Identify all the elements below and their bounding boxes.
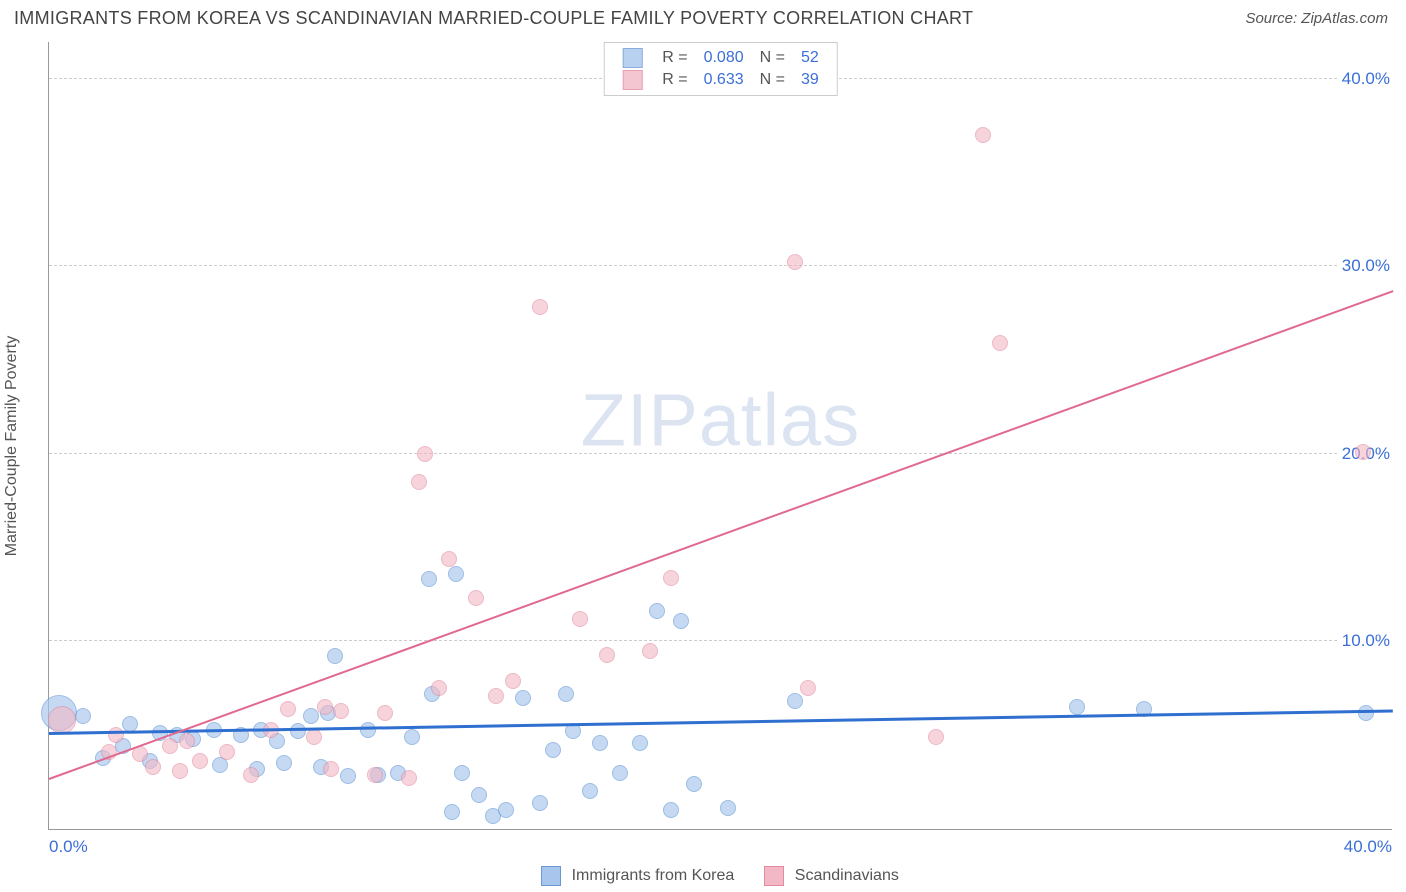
data-point (444, 804, 460, 820)
data-point (448, 566, 464, 582)
data-point (545, 742, 561, 758)
data-point (663, 570, 679, 586)
data-point (505, 673, 521, 689)
data-point (1069, 699, 1085, 715)
x-tick-label: 40.0% (1344, 837, 1392, 857)
legend-label: Scandinavians (795, 867, 899, 884)
data-point (162, 738, 178, 754)
data-point (572, 611, 588, 627)
data-point (404, 729, 420, 745)
data-point (179, 733, 195, 749)
swatch-icon (541, 866, 561, 886)
data-point (787, 254, 803, 270)
data-point (488, 688, 504, 704)
data-point (280, 701, 296, 717)
data-point (401, 770, 417, 786)
data-point (515, 690, 531, 706)
data-point (317, 699, 333, 715)
data-point (928, 729, 944, 745)
data-point (532, 795, 548, 811)
legend-top: R =0.080N =52R =0.633N =39 (603, 42, 838, 96)
data-point (377, 705, 393, 721)
data-point (431, 680, 447, 696)
legend-item-korea: Immigrants from Korea (541, 866, 734, 886)
data-point (340, 768, 356, 784)
data-point (686, 776, 702, 792)
data-point (290, 723, 306, 739)
data-point (532, 299, 548, 315)
data-point (471, 787, 487, 803)
data-point (367, 767, 383, 783)
data-point (327, 648, 343, 664)
data-point (498, 802, 514, 818)
data-point (306, 729, 322, 745)
data-point (122, 716, 138, 732)
data-point (582, 783, 598, 799)
data-point (673, 613, 689, 629)
data-point (333, 703, 349, 719)
watermark: ZIPatlas (581, 377, 860, 462)
data-point (642, 643, 658, 659)
data-point (243, 767, 259, 783)
data-point (145, 759, 161, 775)
x-tick-label: 0.0% (49, 837, 88, 857)
data-point (592, 735, 608, 751)
data-point (108, 727, 124, 743)
data-point (323, 761, 339, 777)
data-point (612, 765, 628, 781)
data-point (411, 474, 427, 490)
legend-label: Immigrants from Korea (572, 867, 735, 884)
data-point (192, 753, 208, 769)
data-point (992, 335, 1008, 351)
data-point (632, 735, 648, 751)
chart-title: IMMIGRANTS FROM KOREA VS SCANDINAVIAN MA… (14, 8, 973, 29)
trendline (49, 710, 1393, 736)
trendline (49, 290, 1394, 780)
data-point (421, 571, 437, 587)
data-point (663, 802, 679, 818)
data-point (468, 590, 484, 606)
data-point (800, 680, 816, 696)
legend-item-scandinavian: Scandinavians (764, 866, 899, 886)
data-point (720, 800, 736, 816)
data-point (975, 127, 991, 143)
y-tick-label: 10.0% (1338, 631, 1394, 651)
y-tick-label: 30.0% (1338, 256, 1394, 276)
y-tick-label: 40.0% (1338, 69, 1394, 89)
data-point (649, 603, 665, 619)
data-point (219, 744, 235, 760)
gridline (49, 265, 1392, 266)
chart-plot-area: ZIPatlas 10.0%20.0%30.0%40.0%0.0%40.0%R … (48, 42, 1392, 830)
data-point (454, 765, 470, 781)
swatch-icon (764, 866, 784, 886)
data-point (441, 551, 457, 567)
data-point (787, 693, 803, 709)
legend-bottom: Immigrants from Korea Scandinavians (48, 866, 1392, 886)
source-attribution: Source: ZipAtlas.com (1245, 10, 1388, 27)
data-point (48, 706, 76, 734)
y-axis-label: Married-Couple Family Poverty (3, 336, 21, 557)
data-point (599, 647, 615, 663)
data-point (75, 708, 91, 724)
gridline (49, 640, 1392, 641)
data-point (558, 686, 574, 702)
data-point (1355, 444, 1371, 460)
data-point (172, 763, 188, 779)
gridline (49, 453, 1392, 454)
data-point (276, 755, 292, 771)
data-point (417, 446, 433, 462)
